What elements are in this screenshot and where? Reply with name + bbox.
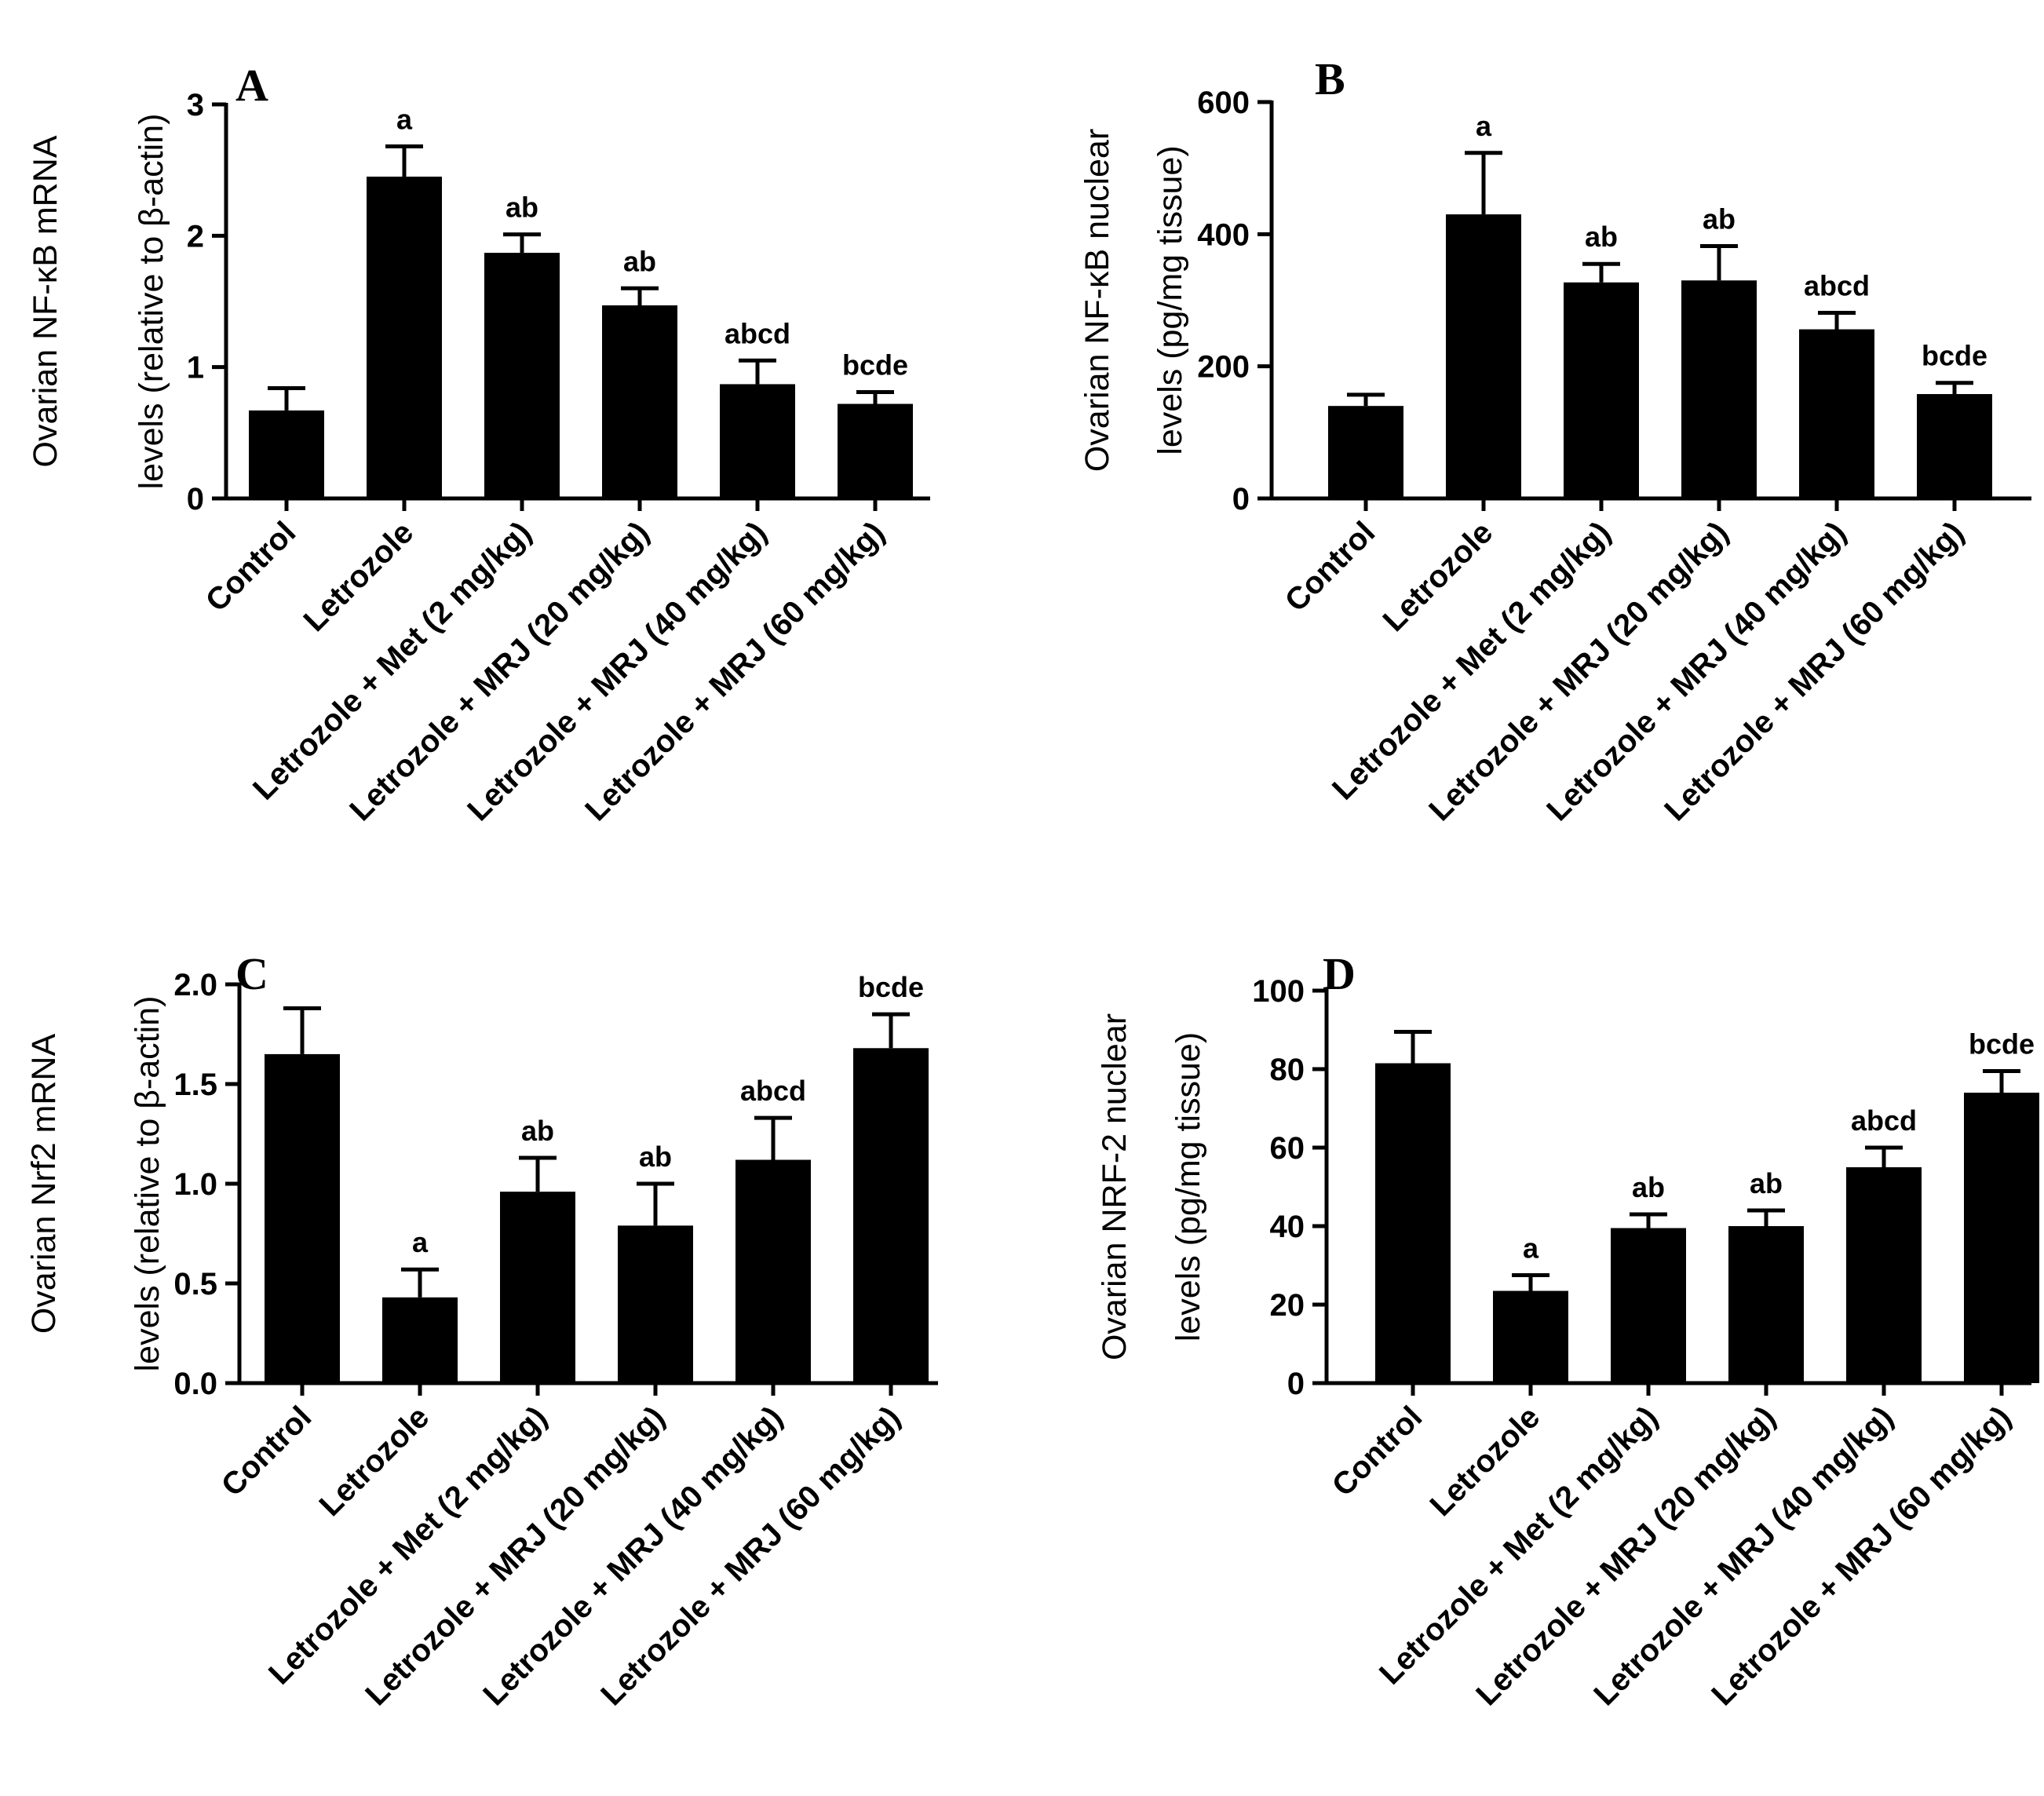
panel-d-y-tick-label: 20 [1270,1288,1305,1323]
panel-d-significance-label-3: ab [1632,1171,1665,1203]
panel-b-y-tick-label: 0 [1232,482,1250,517]
panel-a-y-tick-label: 1 [187,351,204,385]
panel-c-category-label-2: Letrozole [313,1400,436,1523]
panel-b-bar-2 [1446,214,1521,498]
panel-d-bar-2 [1493,1290,1568,1383]
panel-a-significance-label-3: ab [506,192,538,224]
panel-a-significance-label-4: ab [623,245,656,277]
panel-b-significance-label-5: abcd [1804,269,1870,301]
panel-a-bar-3 [484,253,560,498]
panel-c-y-axis-title-line-1: Ovarian Nrf2 mRNA [25,1034,63,1334]
panel-c-bar-5 [735,1159,811,1383]
panel-a-y-axis-title-line-1: Ovarian NF-κB mRNA [27,135,64,467]
panel-a-bar-1 [249,410,324,498]
panel-b-y-tick-label: 200 [1197,350,1250,385]
panel-a-y-axis-title-line-2: levels (relative to β-actin) [133,114,170,490]
panel-a-bar-6 [838,403,913,498]
panel-c-bar-2 [382,1297,458,1383]
panel-d-category-label-1: Control [1326,1400,1429,1503]
panel-b-bar-5 [1799,329,1874,498]
panel-b-y-tick-label: 400 [1197,217,1250,252]
panel-c-y-tick-label: 1.0 [173,1167,217,1202]
panel-b-y-axis-title-line-1: Ovarian NF-κB nuclear [1079,129,1116,472]
panel-b-significance-label-2: a [1476,110,1492,142]
panel-d-bar-6 [1964,1093,2039,1383]
panel-c-significance-label-2: a [412,1226,429,1258]
panel-b-significance-label-3: ab [1585,221,1618,253]
panel-c-y-tick-label: 1.5 [173,1068,217,1102]
panel-a-bar-2 [367,177,442,499]
panel-b-letter: B [1315,53,1345,104]
panel-b-bar-6 [1917,394,1992,498]
panel-d-y-tick-label: 100 [1252,974,1305,1009]
panel-c-y-axis-title-line-2: levels (relative to β-actin) [129,996,166,1372]
panel-d-bar-1 [1375,1063,1451,1383]
panel-c-significance-label-5: abcd [740,1075,806,1107]
panel-a-category-label-2: Letrozole [297,515,421,638]
panel-a-category-label-1: Control [199,515,303,619]
panel-a-bar-5 [720,384,795,498]
panel-b-category-label-1: Control [1279,515,1382,619]
panel-c-letter: C [235,948,268,999]
panel-d-y-axis-title-line-2: levels (pg/mg tissue) [1170,1032,1207,1342]
panel-d-y-tick-label: 60 [1270,1131,1305,1166]
panel-d-y-tick-label: 80 [1270,1053,1305,1087]
panel-a-y-tick-label: 2 [187,219,204,254]
panel-d-y-axis-title-line-1: Ovarian NRF-2 nuclear [1096,1013,1133,1360]
panel-d-bar-4 [1728,1226,1804,1383]
panel-d-significance-label-5: abcd [1851,1104,1917,1137]
panel-d-letter: D [1323,948,1356,999]
panel-b-y-axis-title-line-2: levels (pg/mg tissue) [1152,145,1189,454]
panel-d-category-label-2: Letrozole [1424,1400,1547,1523]
panel-a-significance-label-5: abcd [725,317,790,349]
panel-b-y-tick-label: 600 [1197,86,1250,120]
panel-c-y-tick-label: 2.0 [173,968,217,1002]
panel-c-bar-1 [265,1053,340,1383]
panel-b-significance-label-4: ab [1703,203,1736,235]
panel-a-y-tick-label: 0 [187,482,204,517]
panel-b-category-label-2: Letrozole [1377,515,1500,638]
panel-a-significance-label-6: bcde [842,349,908,381]
panel-c-bar-4 [618,1225,693,1383]
panel-b-significance-label-6: bcde [1922,340,1987,372]
panel-d-bar-5 [1846,1167,1922,1383]
panel-b-bar-1 [1328,406,1403,498]
panel-c-y-tick-label: 0.5 [173,1267,217,1301]
panel-d-y-tick-label: 40 [1270,1210,1305,1244]
panel-d-significance-label-6: bcde [1969,1028,2035,1060]
panel-c-bar-3 [500,1192,575,1383]
panel-c-significance-label-6: bcde [858,971,924,1003]
panel-c-significance-label-4: ab [639,1141,672,1173]
panel-a-y-tick-label: 3 [187,88,204,122]
panel-b-bar-3 [1564,282,1639,498]
panel-b-bar-4 [1681,280,1757,498]
panel-d-significance-label-2: a [1523,1232,1539,1265]
panel-d-significance-label-4: ab [1750,1167,1783,1199]
panel-c-bar-6 [853,1048,929,1383]
panel-a-significance-label-2: a [396,104,413,136]
panel-c-y-tick-label: 0.0 [173,1367,217,1401]
panel-a-letter: A [235,60,268,111]
panel-c-category-label-1: Control [215,1400,319,1503]
panel-a-bar-4 [602,305,677,498]
panel-d-bar-3 [1611,1228,1686,1383]
panel-d-y-tick-label: 0 [1287,1367,1305,1401]
panel-c-significance-label-3: ab [521,1115,554,1147]
